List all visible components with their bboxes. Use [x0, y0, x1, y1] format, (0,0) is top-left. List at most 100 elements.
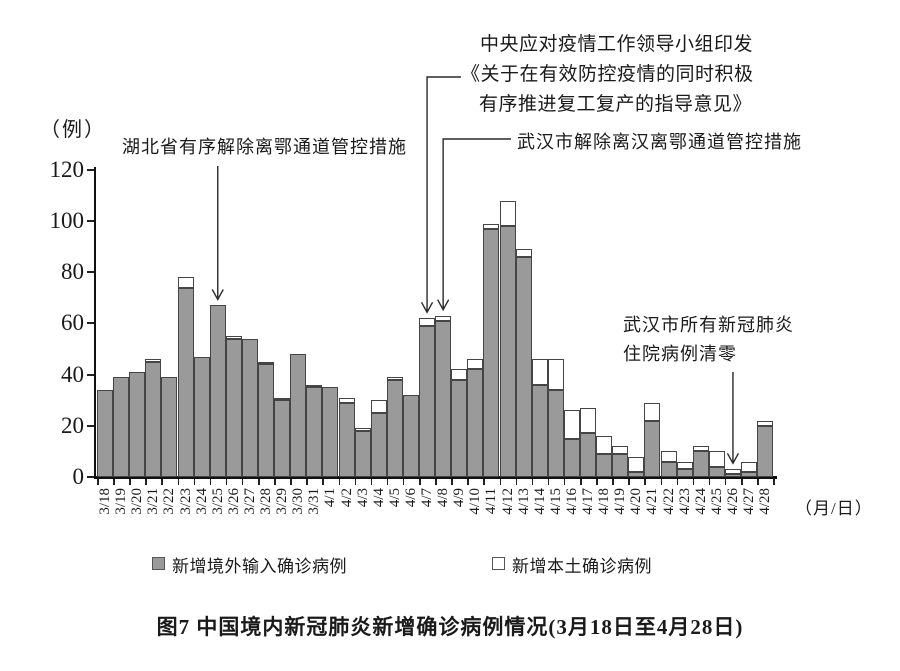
bar-segment-imported	[193, 356, 210, 477]
x-axis-date-label: 4/22	[660, 488, 677, 515]
bar-segment-local	[177, 277, 194, 288]
bar-segment-imported	[757, 425, 774, 477]
x-axis-tick	[306, 479, 308, 485]
bar-segment-imported	[660, 461, 677, 477]
bar-segment-imported	[370, 413, 387, 477]
x-axis-date-label: 4/6	[402, 488, 419, 508]
bar-segment-local	[547, 359, 564, 390]
x-axis-tick	[612, 479, 614, 485]
y-axis-tick	[87, 424, 94, 427]
y-axis-tick-label: 0	[72, 464, 85, 489]
x-axis-date-label: 3/31	[306, 488, 323, 515]
y-axis-tick-label: 20	[61, 412, 84, 438]
bar-segment-imported	[580, 433, 597, 477]
bar-segment-imported	[628, 471, 645, 477]
x-axis-tick	[531, 479, 534, 485]
y-axis-tick	[87, 220, 94, 222]
x-axis-date-label: 3/26	[225, 488, 242, 515]
bar-segment-local	[370, 400, 387, 413]
x-axis-tick	[467, 479, 469, 485]
x-axis-date-label: 4/19	[612, 488, 629, 515]
annotation-central-guidance-line1: 中央应对疫情工作领导小组印发	[480, 34, 754, 55]
x-axis-tick	[177, 479, 179, 485]
x-axis-tick	[692, 479, 695, 485]
x-axis-date-label: 4/12	[499, 488, 516, 515]
x-axis-date-label: 3/22	[161, 488, 178, 515]
y-axis-unit-label: （例）	[40, 119, 106, 141]
x-axis-tick	[113, 479, 115, 485]
x-axis-date-label: 4/2	[338, 488, 355, 508]
bar-segment-imported	[338, 402, 355, 477]
x-axis-tick	[676, 479, 679, 485]
x-axis-date-label: 4/5	[386, 488, 403, 508]
bar-segment-local	[451, 369, 468, 380]
annotation-wuhan-channel-lift: 武汉市解除离汉离鄂通道管控措施	[517, 132, 802, 152]
figure-caption: 图7 中国境内新冠肺炎新增确诊病例情况(3月18日至4月28日)	[156, 615, 744, 639]
bar-segment-local	[531, 359, 548, 385]
bar-segment-local	[225, 336, 242, 339]
bar-segment-imported	[225, 338, 242, 477]
x-axis-date-label: 4/28	[757, 488, 774, 515]
x-axis-date-label: 4/18	[596, 488, 613, 515]
x-axis-line	[94, 476, 778, 479]
bar-segment-local	[386, 377, 403, 380]
bar-segment-imported	[129, 372, 146, 477]
arrow-hubei	[211, 166, 224, 301]
y-axis-tick	[87, 322, 94, 325]
x-axis-tick	[596, 479, 598, 485]
bar-segment-imported	[435, 320, 452, 477]
x-axis-tick	[451, 479, 453, 485]
bar-segment-imported	[290, 354, 307, 477]
legend-label-imported: 新增境外输入确诊病例	[172, 557, 347, 576]
x-axis-tick	[483, 479, 485, 485]
x-axis-tick	[370, 479, 373, 485]
bar-segment-local	[338, 397, 355, 403]
x-axis-date-label: 3/23	[177, 488, 194, 515]
bar-segment-local	[274, 397, 291, 401]
bar-segment-imported	[692, 451, 709, 477]
y-axis-tick-label: 40	[61, 361, 84, 387]
bar-segment-imported	[145, 361, 162, 477]
arrow-central	[420, 76, 461, 314]
bar-segment-local	[515, 249, 532, 257]
y-axis-line	[94, 167, 96, 479]
x-axis-date-label: 4/13	[515, 488, 532, 515]
x-axis-tick	[97, 479, 99, 485]
bar-segment-imported	[177, 287, 194, 477]
y-axis-tick-label: 120	[49, 156, 85, 182]
bar-segment-local	[499, 200, 516, 227]
x-axis-unit-label: （月/日）	[795, 499, 873, 518]
x-axis-tick	[225, 479, 228, 485]
y-axis-tick	[87, 168, 94, 171]
bar-segment-local	[628, 456, 645, 472]
x-axis-tick	[322, 479, 324, 485]
y-axis-tick	[87, 476, 94, 478]
annotation-wuhan-hospital-clear: 武汉市所有新冠肺炎 住院病例清零	[623, 311, 794, 369]
x-axis-date-label: 4/23	[676, 488, 693, 515]
bar-segment-imported	[306, 387, 323, 477]
x-axis-date-label: 4/16	[563, 488, 580, 515]
x-axis-date-label: 3/27	[241, 488, 258, 515]
bar-segment-local	[258, 361, 275, 365]
x-axis-date-label: 3/25	[209, 488, 226, 515]
bar-segment-imported	[419, 325, 436, 477]
x-axis-tick	[274, 479, 276, 485]
bar-segment-local	[612, 446, 629, 454]
bar-segment-local	[724, 469, 741, 475]
bar-segment-local	[692, 446, 709, 452]
x-axis-date-label: 4/25	[708, 488, 725, 515]
x-axis-date-label: 4/3	[354, 488, 371, 508]
bar-segment-imported	[97, 389, 114, 477]
x-axis-date-label: 4/4	[370, 488, 387, 508]
y-axis-tick-label: 60	[61, 310, 84, 336]
bar-segment-local	[354, 428, 371, 431]
bar-segment-local	[145, 359, 162, 362]
x-axis-tick	[129, 479, 131, 485]
bar-segment-imported	[644, 420, 661, 477]
x-axis-tick	[386, 479, 389, 485]
bar-segment-imported	[274, 400, 291, 477]
x-axis-date-label: 4/7	[419, 488, 436, 508]
x-axis-date-label: 4/14	[531, 488, 548, 515]
bar-segment-imported	[596, 453, 613, 477]
